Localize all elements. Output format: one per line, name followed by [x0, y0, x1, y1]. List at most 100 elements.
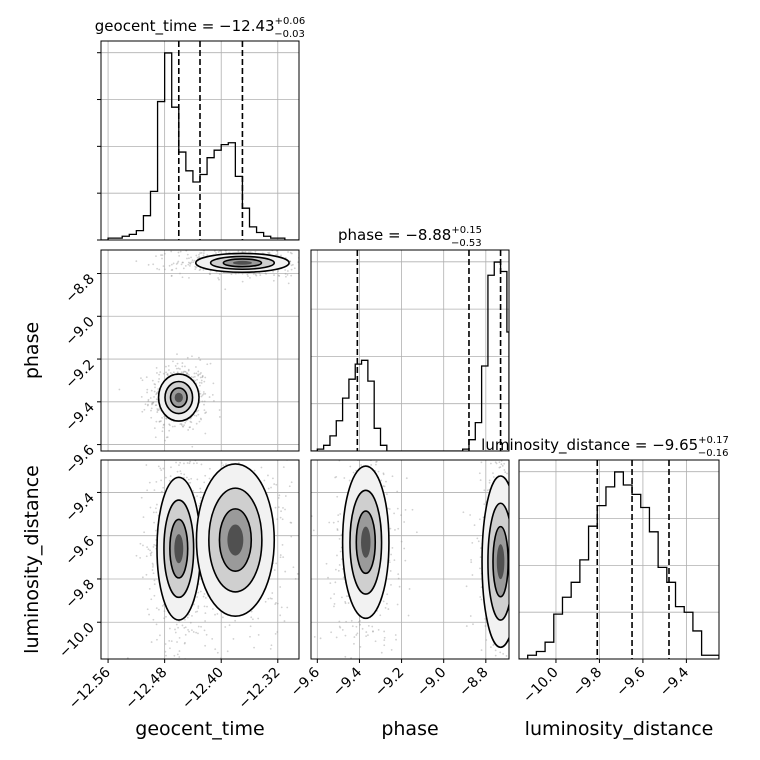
sample-point — [388, 561, 391, 564]
sample-point — [168, 479, 171, 482]
sample-point — [284, 272, 287, 275]
sample-point — [512, 635, 514, 637]
sample-point — [508, 663, 510, 665]
sample-point — [345, 620, 348, 623]
sample-point — [415, 531, 418, 534]
panel-title: phase = −8.88+0.15 −0.53 — [338, 225, 482, 249]
sample-point — [141, 576, 144, 579]
panel-frame — [100, 249, 300, 452]
sample-point — [197, 605, 200, 608]
sample-point — [182, 668, 184, 670]
sample-point — [512, 565, 514, 567]
y-tick-label: −8.8 — [62, 271, 97, 306]
sample-point — [146, 391, 149, 394]
x-tick-label: −9.6 — [288, 664, 323, 699]
sample-point — [524, 626, 526, 628]
x-tick-label: −9.2 — [372, 665, 407, 700]
sample-point — [497, 735, 499, 737]
contour-line — [222, 258, 263, 268]
sample-point — [160, 420, 162, 422]
sample-point — [169, 435, 171, 437]
sample-point — [308, 266, 310, 268]
sample-point — [173, 425, 176, 428]
sample-point — [254, 250, 257, 253]
sample-point — [204, 597, 207, 599]
sample-point — [480, 598, 483, 601]
sample-point — [201, 394, 204, 397]
sample-point — [517, 564, 519, 566]
sample-point — [390, 583, 392, 586]
sample-point — [505, 669, 507, 671]
sample-point — [198, 269, 201, 272]
sample-point — [197, 370, 200, 373]
sample-point — [495, 675, 497, 677]
sample-point — [386, 593, 389, 596]
sample-point — [509, 622, 511, 624]
sample-point — [521, 586, 523, 588]
sample-point — [333, 605, 335, 608]
sample-point — [507, 695, 509, 697]
sample-point — [192, 261, 195, 264]
sample-point — [194, 379, 197, 382]
sample-point — [249, 276, 251, 279]
sample-point — [196, 596, 199, 598]
sample-point — [512, 633, 514, 635]
sample-point — [307, 261, 309, 263]
sample-point — [187, 369, 190, 372]
sample-point — [383, 485, 386, 488]
sample-point — [230, 273, 233, 276]
x-tick-label: −10.0 — [520, 665, 562, 707]
sample-point — [218, 416, 221, 418]
sample-point — [337, 520, 340, 523]
sample-point — [203, 481, 206, 484]
sample-point — [208, 272, 211, 275]
sample-point — [203, 400, 206, 403]
sample-point — [267, 252, 270, 255]
sample-point — [489, 726, 491, 728]
sample-point — [492, 644, 495, 646]
sample-point — [187, 373, 190, 376]
sample-point — [204, 376, 207, 379]
sample-point — [273, 483, 276, 485]
sample-point — [465, 585, 468, 588]
sample-point — [178, 464, 180, 467]
sample-point — [244, 250, 247, 253]
sample-point — [183, 642, 186, 645]
sample-point — [522, 531, 524, 533]
sample-point — [193, 372, 196, 375]
sample-point — [344, 600, 347, 603]
sample-point — [512, 612, 514, 614]
contour-line — [218, 508, 253, 572]
sample-point — [495, 455, 497, 457]
sample-point — [212, 382, 215, 385]
sample-point — [533, 606, 535, 608]
sample-point — [520, 543, 522, 545]
sample-point — [275, 483, 278, 486]
sample-point — [375, 457, 377, 459]
sample-point — [282, 506, 284, 509]
sample-point — [142, 544, 144, 547]
sample-point — [155, 529, 157, 532]
sample-point — [199, 359, 202, 362]
sample-point — [163, 617, 166, 620]
histogram-geocent_time: geocent_time = −12.43+0.06 −0.03 — [95, 16, 305, 241]
sample-point — [208, 467, 211, 470]
sample-point — [488, 479, 491, 482]
sample-point — [153, 579, 156, 582]
sample-point — [372, 630, 374, 633]
sample-point — [527, 486, 529, 488]
sample-point — [176, 662, 178, 664]
sample-point — [139, 542, 142, 545]
sample-point — [253, 469, 256, 472]
sample-point — [278, 494, 281, 497]
contour-line — [169, 387, 188, 408]
sample-point — [500, 463, 503, 466]
sample-point — [152, 572, 155, 575]
sample-point — [510, 511, 512, 513]
sample-point — [184, 365, 186, 368]
sample-point — [513, 563, 515, 565]
sample-point — [140, 395, 143, 398]
sample-point — [477, 540, 480, 543]
sample-point — [395, 638, 397, 641]
sample-point — [335, 475, 338, 478]
